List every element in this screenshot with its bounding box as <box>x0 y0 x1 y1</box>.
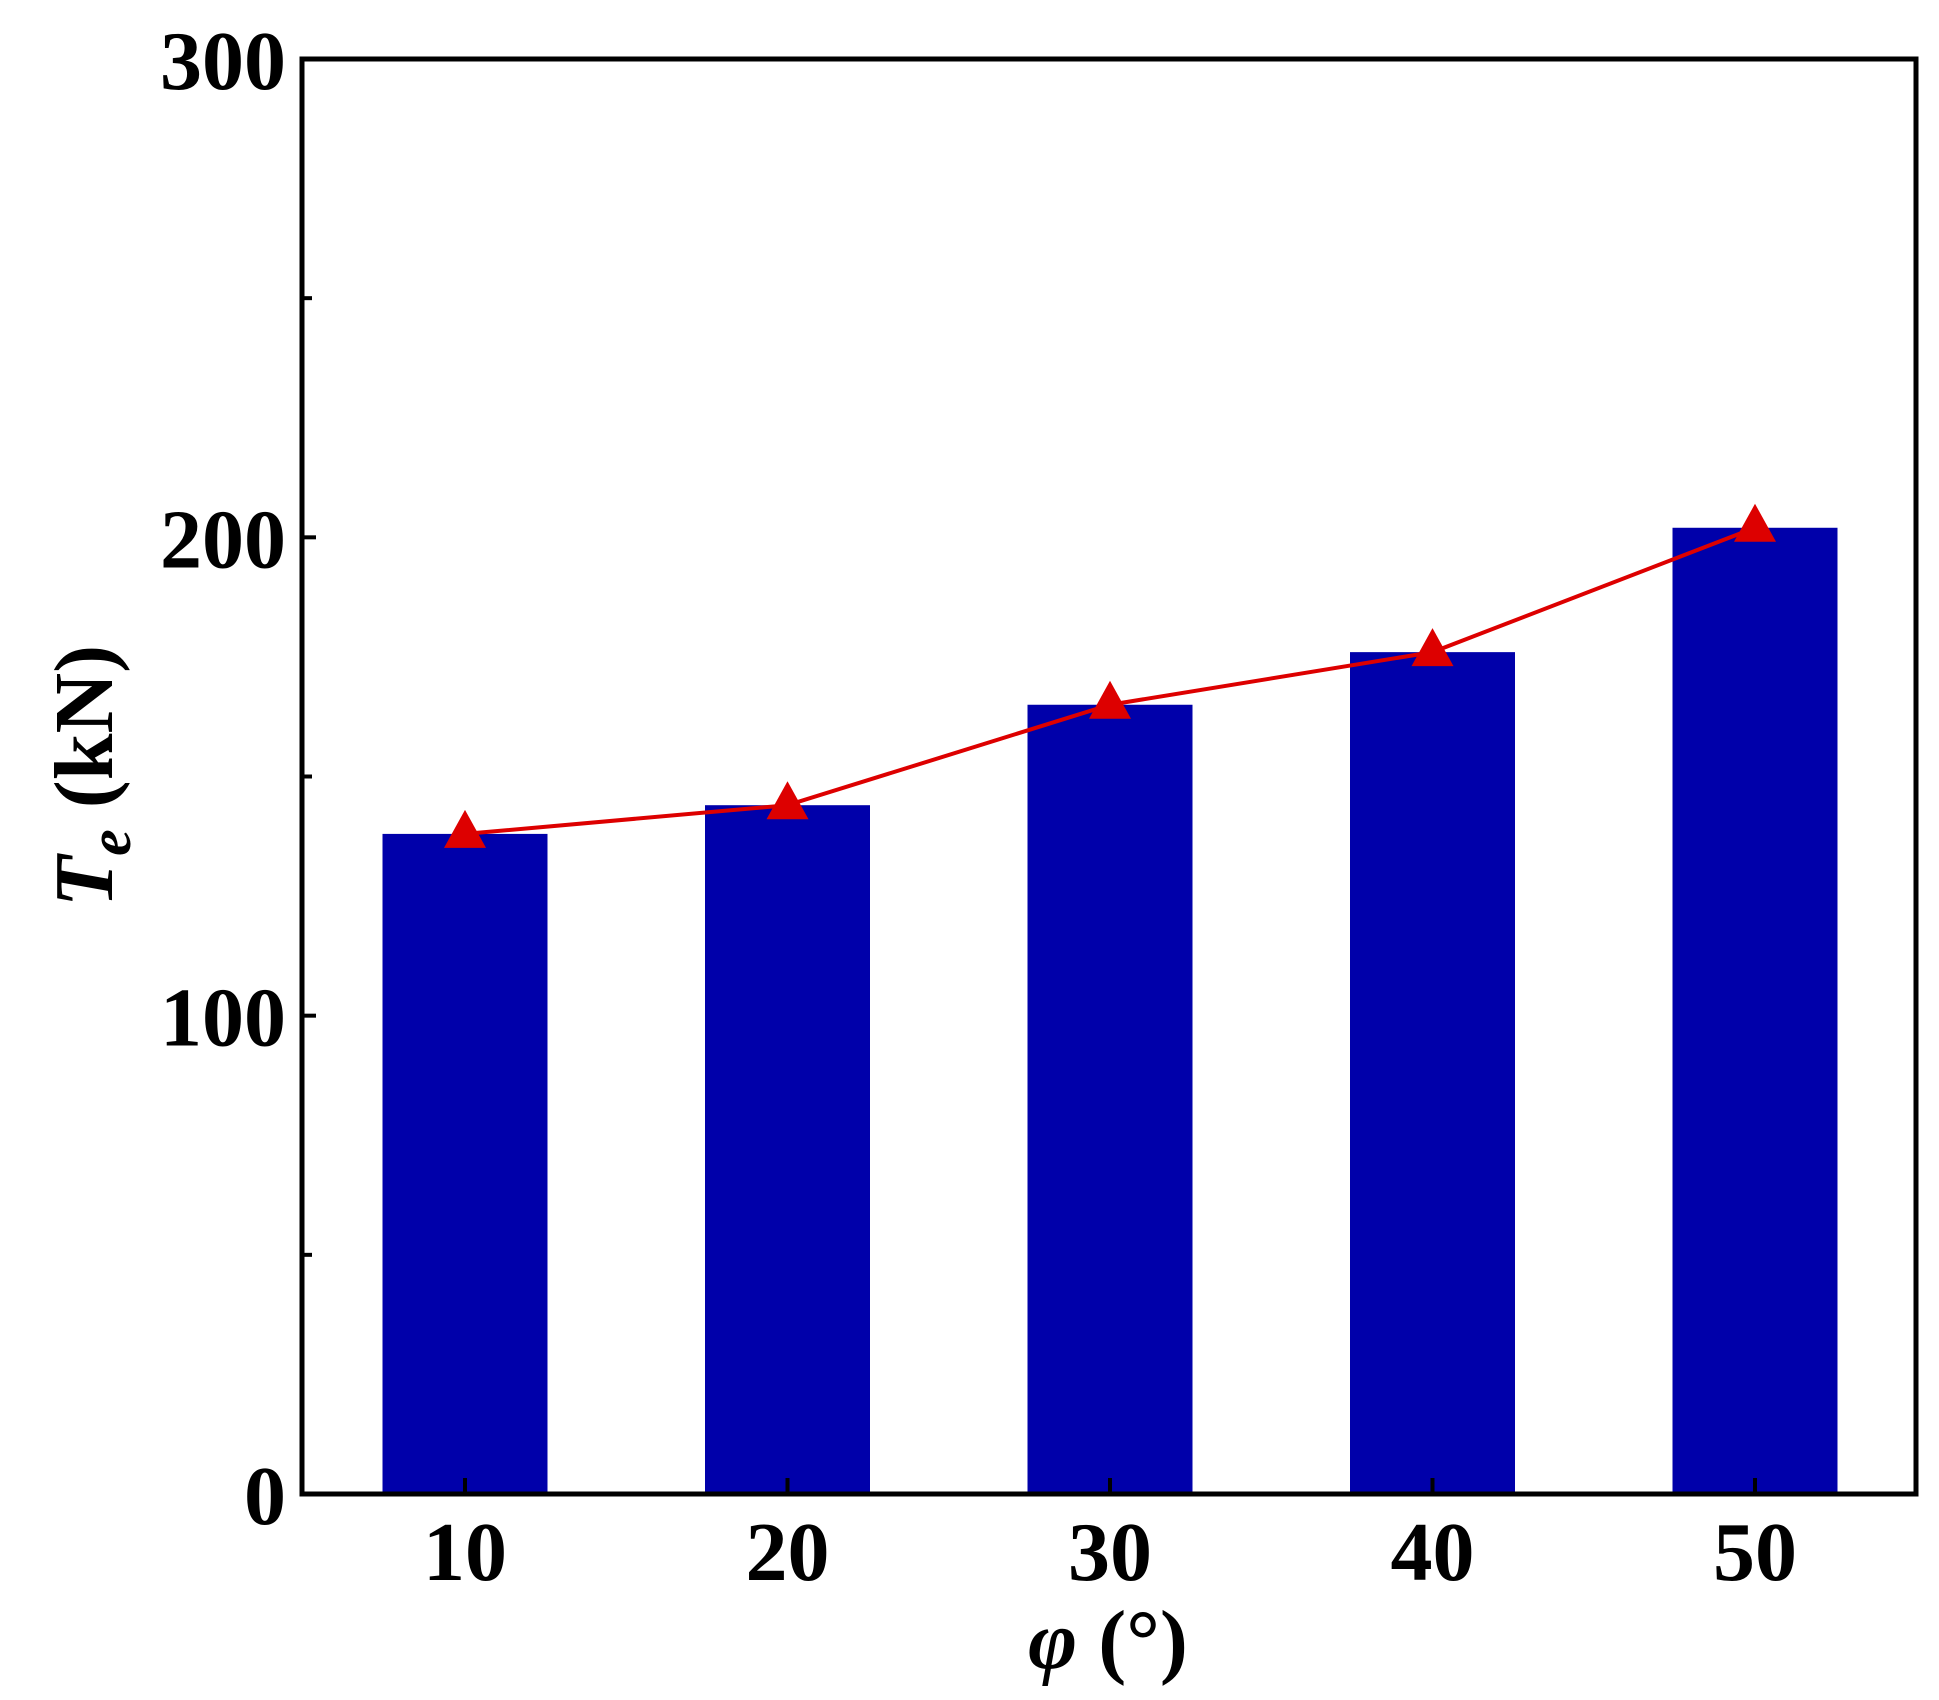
bar-50 <box>1672 527 1838 1494</box>
x-tick-label: 40 <box>1391 1506 1475 1599</box>
bar-20 <box>705 805 870 1494</box>
y-tick-label: 100 <box>160 972 286 1065</box>
y-tick-label: 300 <box>160 15 286 108</box>
x-tick-label: 20 <box>746 1506 830 1599</box>
y-tick-label: 200 <box>160 493 286 586</box>
x-axis-symbol: φ <box>1028 1594 1077 1687</box>
bar-10 <box>382 833 548 1494</box>
y-axis-subscript: e <box>77 829 143 856</box>
line-marker-40 <box>1411 628 1454 667</box>
x-tick-label: 50 <box>1713 1506 1797 1599</box>
bar-30 <box>1027 704 1193 1494</box>
y-axis-unit: (kN) <box>38 645 131 808</box>
y-axis-title: Te (kN) <box>38 645 143 907</box>
x-tick-label: 30 <box>1068 1506 1152 1599</box>
line-marker-20 <box>766 781 809 820</box>
bars-layer <box>382 527 1838 1494</box>
y-axis-symbol: T <box>38 852 131 907</box>
line-marker-50 <box>1734 503 1776 542</box>
x-axis-title: φ (°) <box>1028 1594 1188 1687</box>
x-ticks: 10 20 30 40 50 <box>423 1478 1797 1599</box>
y-ticks: 0 100 200 300 <box>160 15 316 1543</box>
line-marker-30 <box>1089 680 1131 719</box>
x-tick-label: 10 <box>423 1506 507 1599</box>
x-axis-unit: (°) <box>1098 1594 1188 1687</box>
line-marker-10 <box>444 809 486 848</box>
bar-40 <box>1350 652 1515 1494</box>
y-tick-label: 0 <box>244 1450 286 1543</box>
line-layer <box>444 503 1776 848</box>
